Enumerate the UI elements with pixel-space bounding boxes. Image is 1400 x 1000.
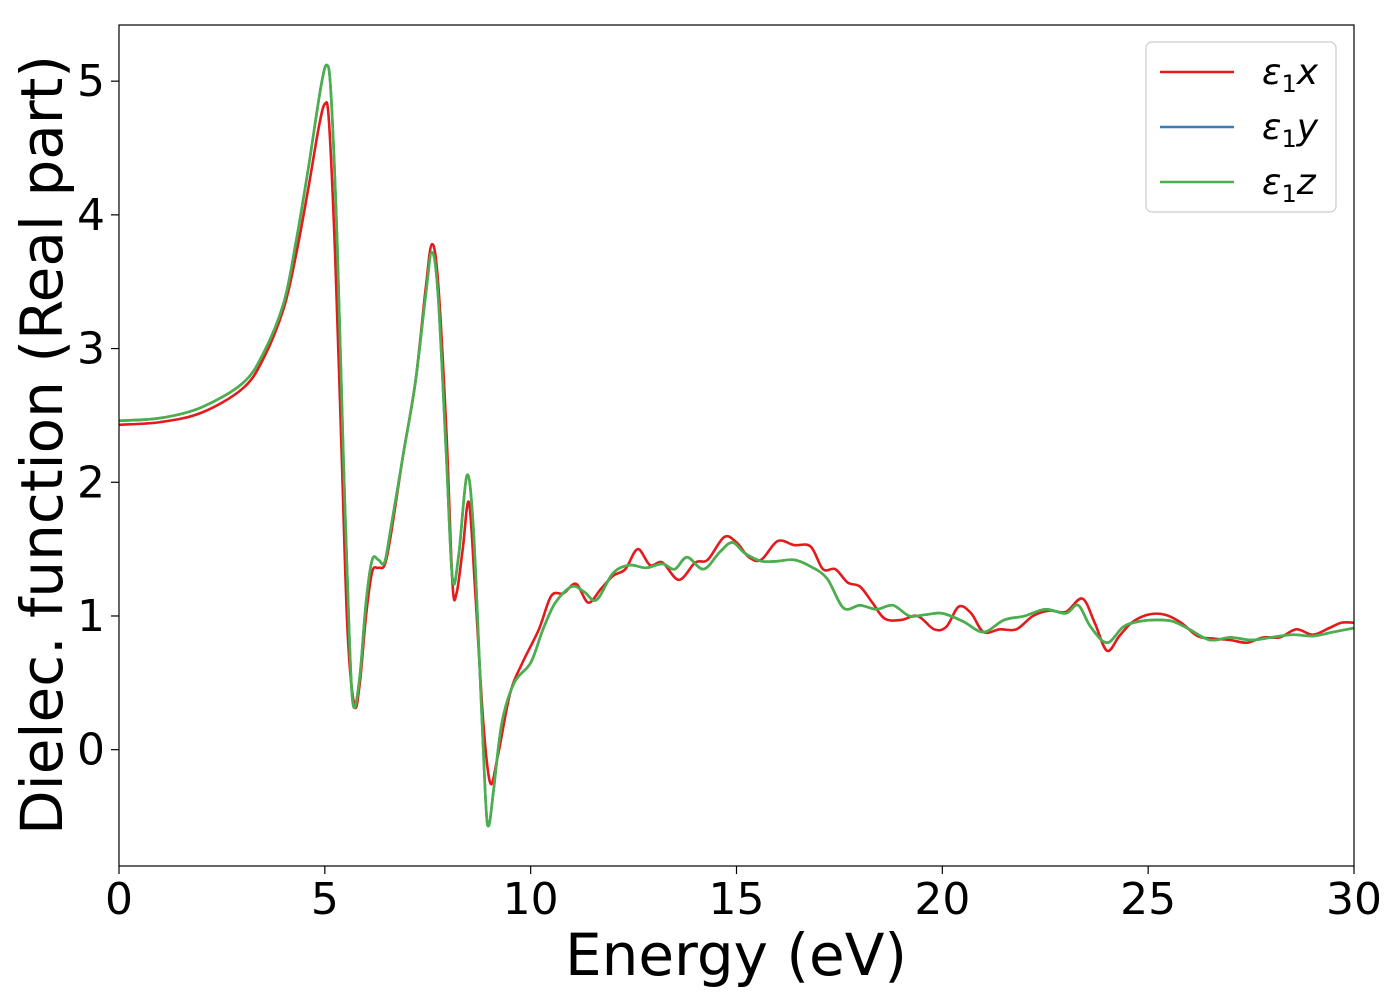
- series-layer: [119, 63, 1354, 828]
- legend: ε1x ε1y ε1z: [1145, 41, 1337, 213]
- x-tick-label: 25: [1120, 874, 1176, 925]
- y-tick-label: 5: [77, 56, 105, 107]
- y-tick-label: 4: [77, 190, 105, 241]
- x-tick-label: 10: [503, 874, 559, 925]
- y-axis-label: Dielec. function (Real part): [8, 55, 76, 835]
- y-axis-ticks: 0 1 2 3 4 5: [77, 56, 119, 776]
- y-tick-label: 2: [77, 457, 105, 508]
- legend-label-x: ε1x: [1262, 52, 1319, 98]
- legend-label-z: ε1z: [1262, 162, 1317, 208]
- legend-box: [1145, 41, 1337, 213]
- y-tick-label: 3: [77, 324, 105, 375]
- legend-items: ε1x ε1y ε1z: [1160, 52, 1319, 208]
- x-axis-label: Energy (eV): [565, 921, 907, 989]
- x-tick-label: 20: [914, 874, 970, 925]
- y-tick-label: 0: [77, 725, 105, 776]
- x-tick-label: 5: [311, 874, 339, 925]
- x-tick-label: 0: [105, 874, 133, 925]
- x-tick-label: 30: [1326, 874, 1382, 925]
- series-line-z: [119, 63, 1354, 828]
- x-axis-ticks: 0 5 10 15 20 25 30: [105, 866, 1382, 925]
- y-tick-label: 1: [77, 591, 105, 642]
- legend-label-y: ε1y: [1262, 107, 1319, 153]
- x-tick-label: 15: [709, 874, 765, 925]
